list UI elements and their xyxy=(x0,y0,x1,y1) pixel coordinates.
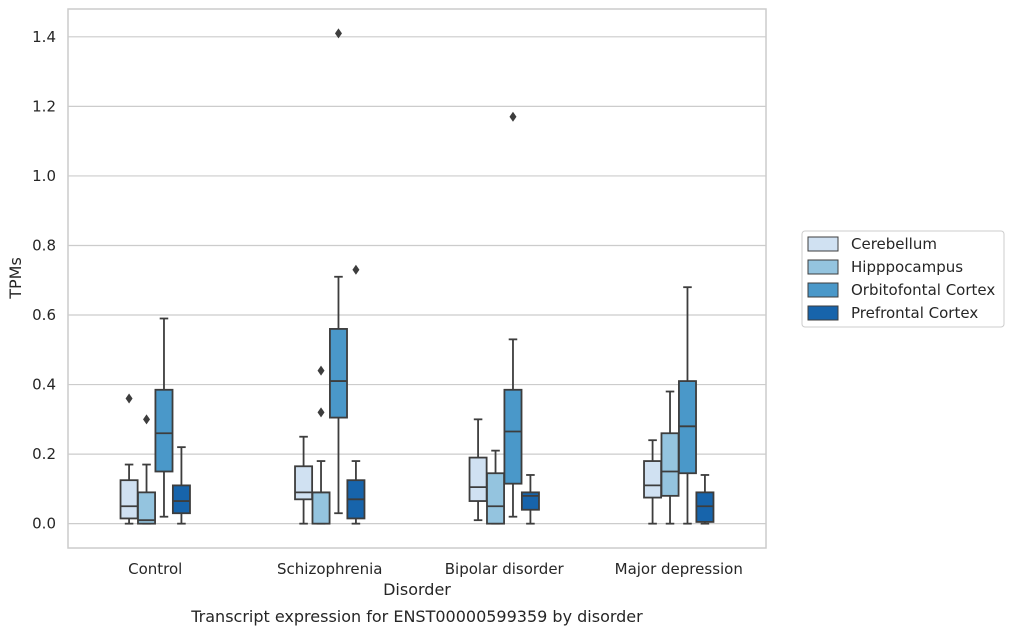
y-tick-labels: 0.0 0.2 0.4 0.6 0.8 1.0 1.2 1.4 xyxy=(32,28,56,533)
legend-swatch xyxy=(807,282,839,298)
box-hipppocampus xyxy=(137,414,156,525)
chart-caption: Transcript expression for ENST0000059935… xyxy=(190,607,643,626)
box-prefrontal-cortex xyxy=(346,264,366,525)
box-cerebellum xyxy=(643,439,663,525)
legend-label: Hipppocampus xyxy=(851,258,963,276)
box-cerebellum xyxy=(119,393,139,525)
box-orbitofontal-cortex xyxy=(329,28,348,515)
outlier-point xyxy=(352,264,360,275)
box-prefrontal-cortex xyxy=(171,446,191,525)
box-orbitofontal-cortex xyxy=(154,317,174,518)
box-cerebellum xyxy=(468,418,488,522)
box-series xyxy=(119,28,715,525)
y-tick-label: 0.8 xyxy=(32,236,56,254)
x-tick-label: Bipolar disorder xyxy=(445,560,565,578)
outlier-point xyxy=(125,393,133,404)
box-prefrontal-cortex xyxy=(520,474,540,525)
box-iqr xyxy=(119,479,139,520)
legend-swatch xyxy=(807,236,839,252)
outlier-point xyxy=(509,111,517,122)
box-orbitofontal-cortex xyxy=(503,111,523,518)
box-iqr xyxy=(329,328,348,419)
box-iqr xyxy=(486,472,505,525)
legend-swatch xyxy=(807,305,839,321)
y-tick-label: 0.4 xyxy=(32,376,56,394)
x-tick-label: Control xyxy=(128,560,182,578)
box-cerebellum xyxy=(294,435,314,525)
y-tick-label: 0.6 xyxy=(32,306,56,324)
legend-frame xyxy=(801,230,1005,328)
y-axis-label: TPMs xyxy=(6,257,25,300)
box-iqr xyxy=(311,491,331,525)
legend-label: Cerebellum xyxy=(851,235,937,253)
y-tick-label: 1.4 xyxy=(32,28,56,46)
box-iqr xyxy=(137,491,156,525)
box-iqr xyxy=(154,388,174,473)
box-orbitofontal-cortex xyxy=(678,286,697,525)
box-iqr xyxy=(171,484,191,515)
y-tick-label: 1.2 xyxy=(32,97,56,115)
y-tick-label: 1.0 xyxy=(32,167,56,185)
outlier-point xyxy=(317,365,325,376)
outlier-point xyxy=(317,407,325,418)
x-tick-labels: Control Schizophrenia Bipolar disorder Majo… xyxy=(128,560,743,578)
box-iqr xyxy=(660,432,680,497)
box-iqr xyxy=(294,465,314,501)
legend-label: Prefrontal Cortex xyxy=(851,304,978,322)
plot-area-background xyxy=(68,9,766,548)
box-iqr xyxy=(468,456,488,502)
plot-area-frame xyxy=(67,8,767,549)
legend: Cerebellum Hipppocampus Orbitofontal Corte… xyxy=(801,230,1005,328)
legend-label: Orbitofontal Cortex xyxy=(851,281,995,299)
box-hipppocampus xyxy=(486,449,505,525)
outlier-point xyxy=(334,28,342,39)
y-tick-label: 0.2 xyxy=(32,445,56,463)
legend-swatch xyxy=(807,259,839,275)
box-iqr xyxy=(503,388,523,485)
x-tick-label: Major depression xyxy=(615,560,743,578)
x-tick-label: Schizophrenia xyxy=(277,560,382,578)
outlier-point xyxy=(143,414,151,425)
box-prefrontal-cortex xyxy=(695,474,715,525)
y-tick-label: 0.0 xyxy=(32,515,56,533)
box-iqr xyxy=(643,460,663,499)
x-axis-label: Disorder xyxy=(383,580,451,599)
box-hipppocampus xyxy=(311,365,331,525)
